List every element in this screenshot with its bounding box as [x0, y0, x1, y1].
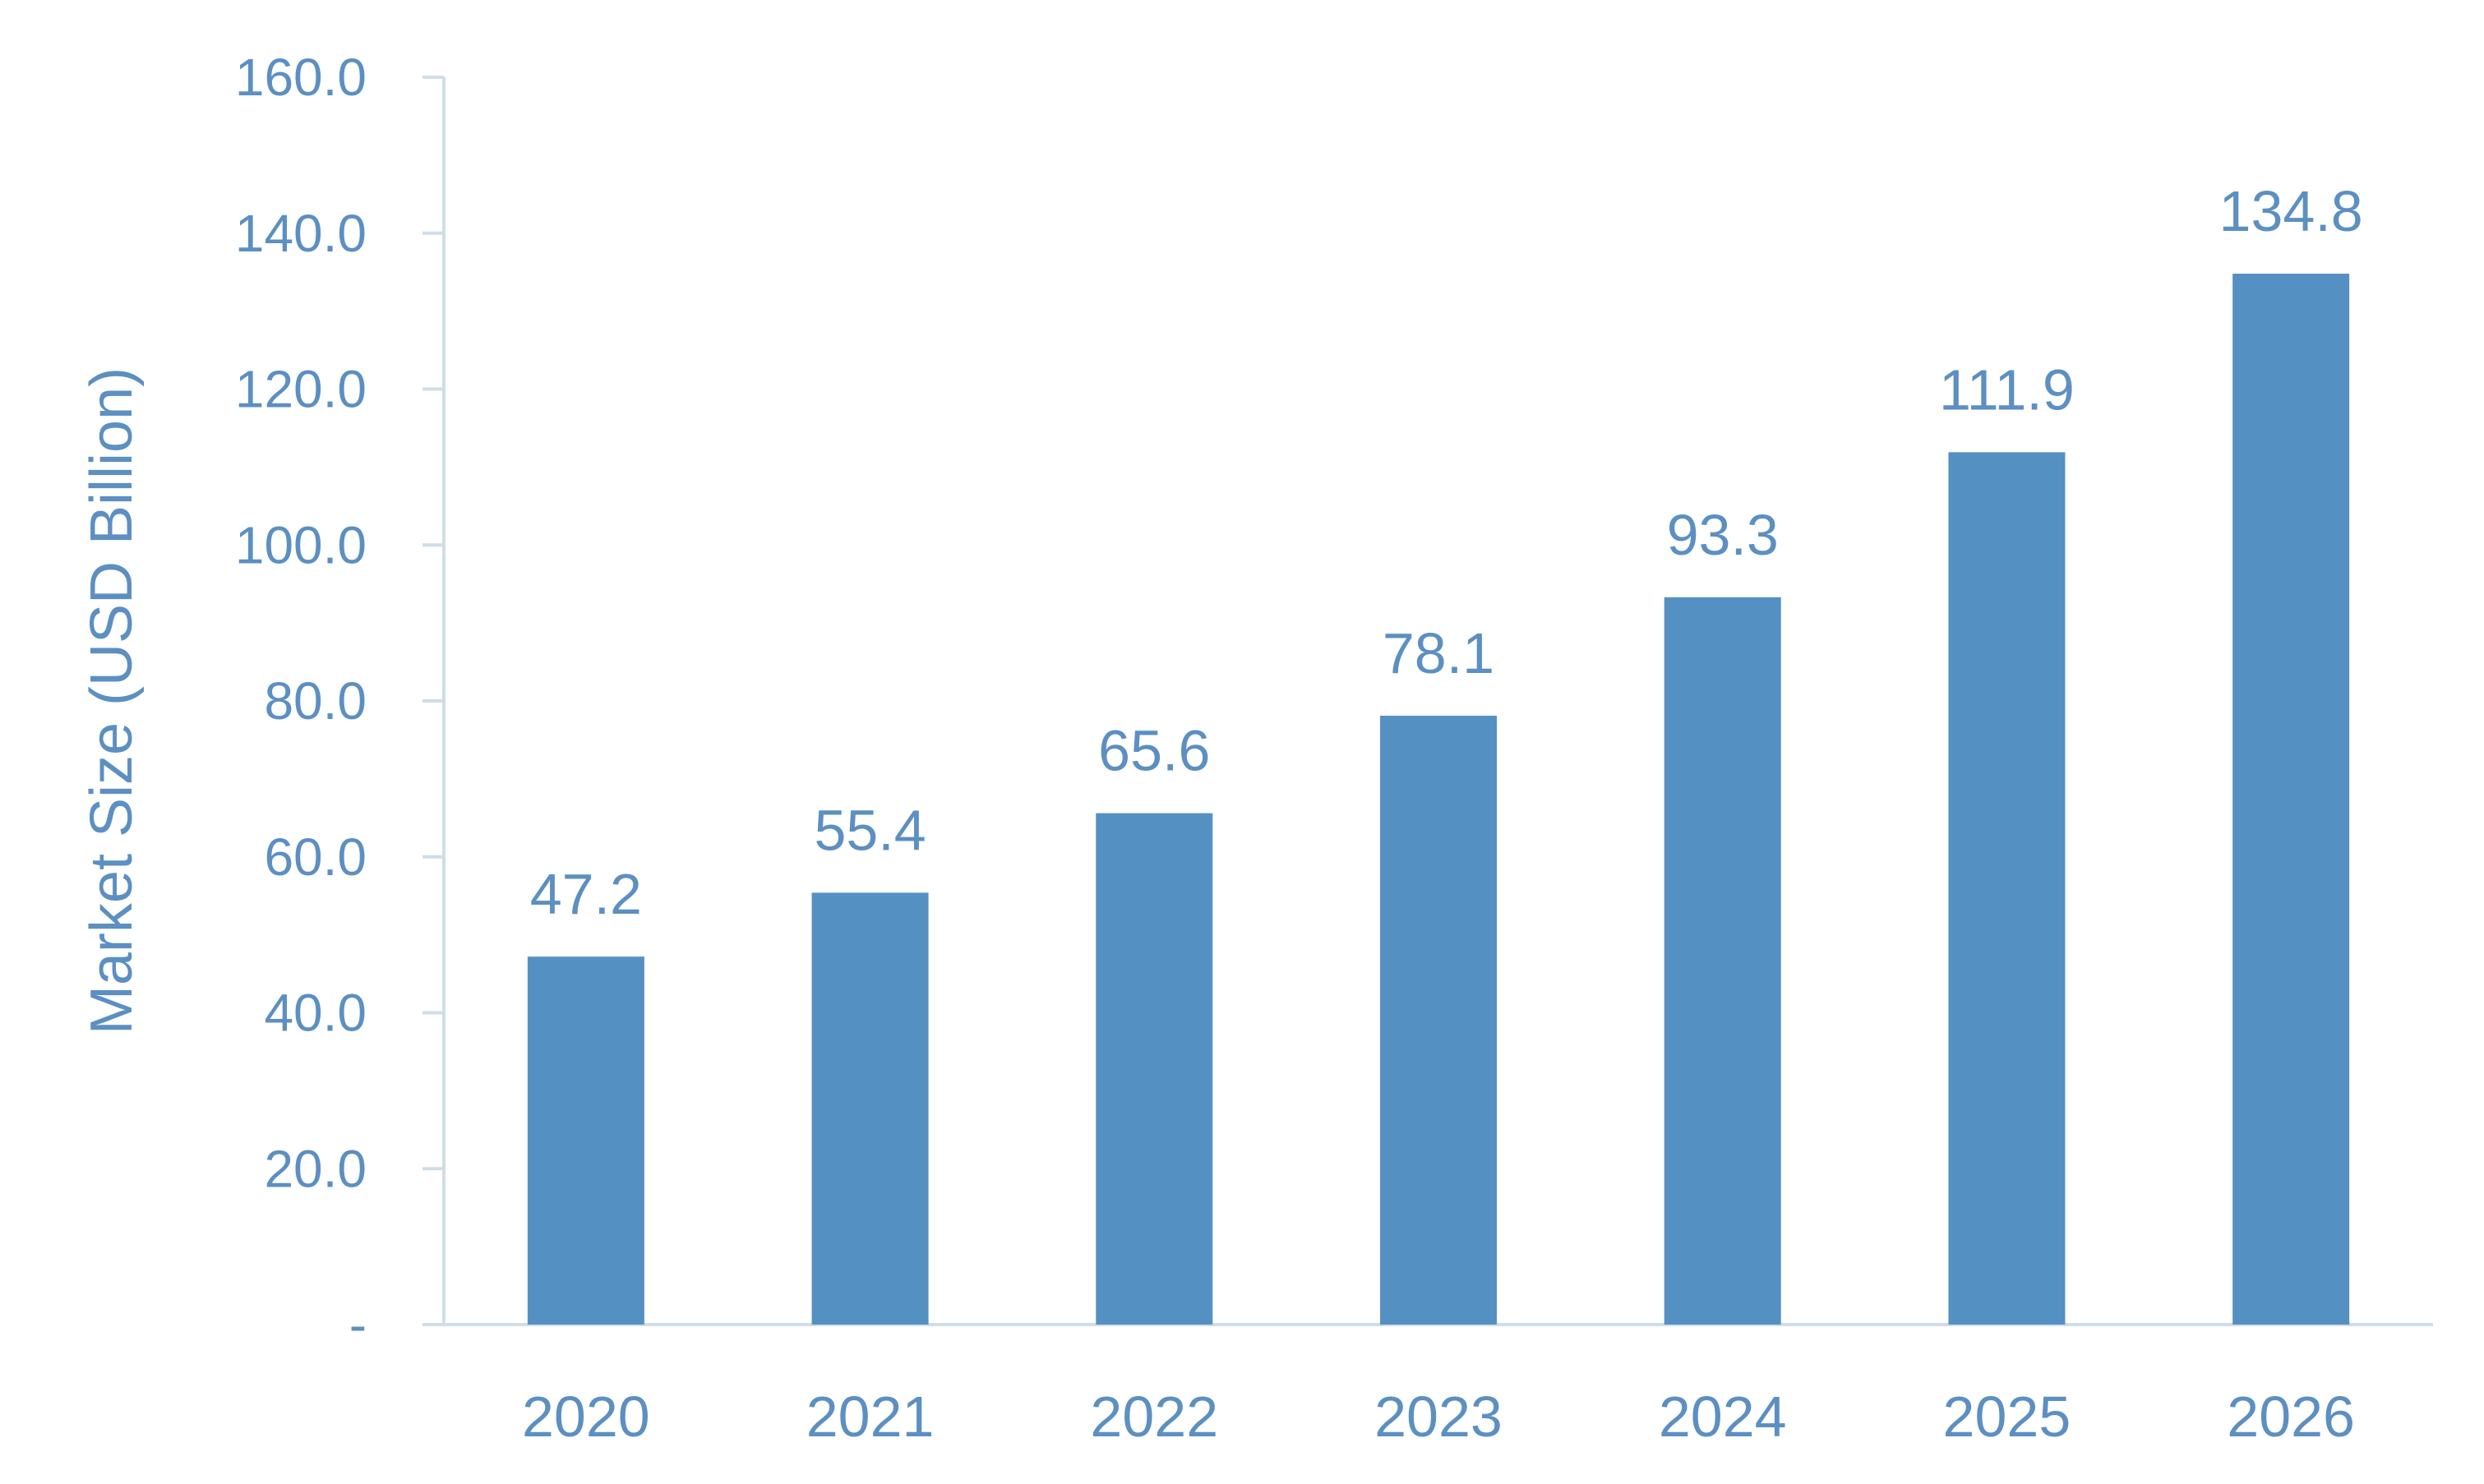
bars: [527, 274, 2350, 1325]
y-tick-label: 120.0: [235, 360, 367, 419]
data-label-2024: 93.3: [1667, 503, 1779, 567]
data-label-2021: 55.4: [814, 798, 926, 862]
bar-2020: [527, 956, 644, 1325]
y-tick-label: 100.0: [235, 515, 367, 574]
category-label-2025: 2025: [1943, 1385, 2071, 1449]
data-labels: 47.2 55.4 65.6 78.1 93.3 111.9 134.8: [530, 179, 2363, 926]
y-tick-label: 80.0: [264, 671, 367, 730]
y-tick-label: 40.0: [264, 984, 367, 1043]
category-label-2026: 2026: [2227, 1385, 2355, 1449]
bar-2025: [1948, 452, 2066, 1325]
data-label-2022: 65.6: [1098, 719, 1210, 783]
y-tick-label: 140.0: [235, 204, 367, 263]
category-label-2022: 2022: [1090, 1385, 1218, 1449]
y-tick-label: -: [349, 1295, 367, 1354]
y-axis: - 20.0 40.0 60.0 80.0 100.0 120.0 140.0 160.0: [235, 48, 446, 1354]
category-labels: 2020 2021 2022 2023 2024 2025 2026: [522, 1385, 2355, 1449]
data-label-2023: 78.1: [1383, 621, 1494, 685]
bar-2022: [1096, 813, 1213, 1325]
category-label-2024: 2024: [1659, 1385, 1787, 1449]
y-tick-label: 60.0: [264, 827, 367, 887]
bar-2024: [1664, 597, 1781, 1325]
category-label-2020: 2020: [522, 1385, 650, 1449]
data-label-2020: 47.2: [530, 862, 642, 926]
category-label-2021: 2021: [806, 1385, 935, 1449]
y-axis-title: Market Size (USD Billion): [79, 367, 145, 1035]
bar-2023: [1380, 716, 1497, 1325]
bar-2026: [2232, 274, 2350, 1325]
category-label-2023: 2023: [1374, 1385, 1503, 1449]
data-label-2025: 111.9: [1939, 357, 2075, 422]
y-tick-label: 20.0: [264, 1139, 367, 1198]
bar-2021: [811, 892, 929, 1325]
data-label-2026: 134.8: [2219, 179, 2363, 243]
y-tick-label: 160.0: [235, 48, 367, 107]
